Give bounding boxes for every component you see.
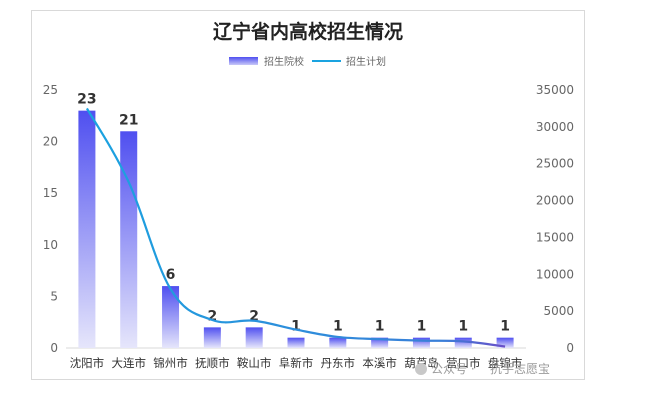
y-left-tick-label: 10: [43, 238, 58, 252]
x-axis-categories: 沈阳市 大连市 锦州市 抚顺市 鞍山市 阜新市 丹东市 本溪市 葫芦岛 营口市 盘锦市: [70, 356, 523, 370]
y-left-tick-label: 5: [50, 289, 58, 303]
x-category-label: 丹东市: [321, 356, 356, 370]
y-right-tick-label: 5000: [543, 304, 574, 318]
bar-data-label: 2: [249, 308, 259, 324]
x-category-label: 鞍山市: [237, 356, 272, 370]
y-right-tick-label: 0: [566, 341, 574, 355]
bar: [162, 286, 180, 348]
x-category-label: 锦州市: [153, 356, 188, 370]
bar-series: [78, 110, 514, 348]
bar: [78, 110, 96, 348]
x-category-label: 葫芦岛: [404, 356, 439, 370]
y-right-tick-label: 35000: [536, 83, 574, 97]
y-right-tick-label: 20000: [536, 194, 574, 208]
watermark-name: 抗手志愿宝: [490, 361, 550, 376]
legend: 招生院校 招生计划: [229, 55, 386, 68]
x-category-label: 本溪市: [362, 356, 397, 370]
bar: [245, 327, 263, 348]
x-category-label: 阜新市: [279, 356, 314, 370]
wechat-icon: [415, 363, 427, 375]
bar: [120, 131, 138, 348]
watermark: 公众号 · 抗手志愿宝: [415, 361, 550, 376]
bar: [496, 337, 514, 348]
y-left-tick-label: 15: [43, 186, 58, 200]
legend-line-label: 招生计划: [346, 55, 386, 68]
y-right-tick-label: 10000: [536, 267, 574, 281]
bar: [203, 327, 221, 348]
bar: [329, 337, 347, 348]
bar: [287, 337, 305, 348]
y-left-tick-label: 25: [43, 83, 58, 97]
bar-data-label: 1: [500, 319, 510, 335]
x-category-label: 营口市: [446, 356, 481, 370]
legend-bar-swatch: [229, 57, 258, 65]
y-left-tick-label: 0: [50, 341, 58, 355]
y-axis-right: 0 5000 10000 15000 20000 25000 30000 35000: [536, 83, 574, 355]
chart-title: 辽宁省内高校招生情况: [213, 20, 403, 43]
bar-data-label: 23: [77, 92, 96, 108]
y-axis-left: 0 5 10 15 20 25: [43, 83, 58, 355]
bar-data-label: 2: [207, 308, 217, 324]
legend-bar-label: 招生院校: [264, 55, 304, 68]
bar: [371, 337, 389, 348]
bar-data-label: 21: [119, 112, 138, 128]
bar-data-label: 1: [333, 319, 343, 335]
bar-data-label: 1: [458, 319, 468, 335]
watermark-prefix: 公众号 ·: [431, 362, 475, 376]
bar: [454, 337, 472, 348]
x-category-label: 沈阳市: [70, 356, 105, 370]
line-series: [85, 107, 506, 348]
bar-data-label: 1: [291, 319, 301, 335]
x-category-label: 抚顺市: [195, 356, 230, 370]
bar-data-label: 1: [375, 319, 385, 335]
bar-data-label: 1: [417, 319, 427, 335]
y-right-tick-label: 25000: [536, 157, 574, 171]
y-right-tick-label: 30000: [536, 120, 574, 134]
bar: [412, 337, 430, 348]
x-category-label: 盘锦市: [488, 356, 523, 370]
y-right-tick-label: 15000: [536, 230, 574, 244]
y-left-tick-label: 20: [43, 135, 58, 149]
bar-data-label: 6: [166, 267, 176, 283]
x-category-label: 大连市: [111, 356, 146, 370]
